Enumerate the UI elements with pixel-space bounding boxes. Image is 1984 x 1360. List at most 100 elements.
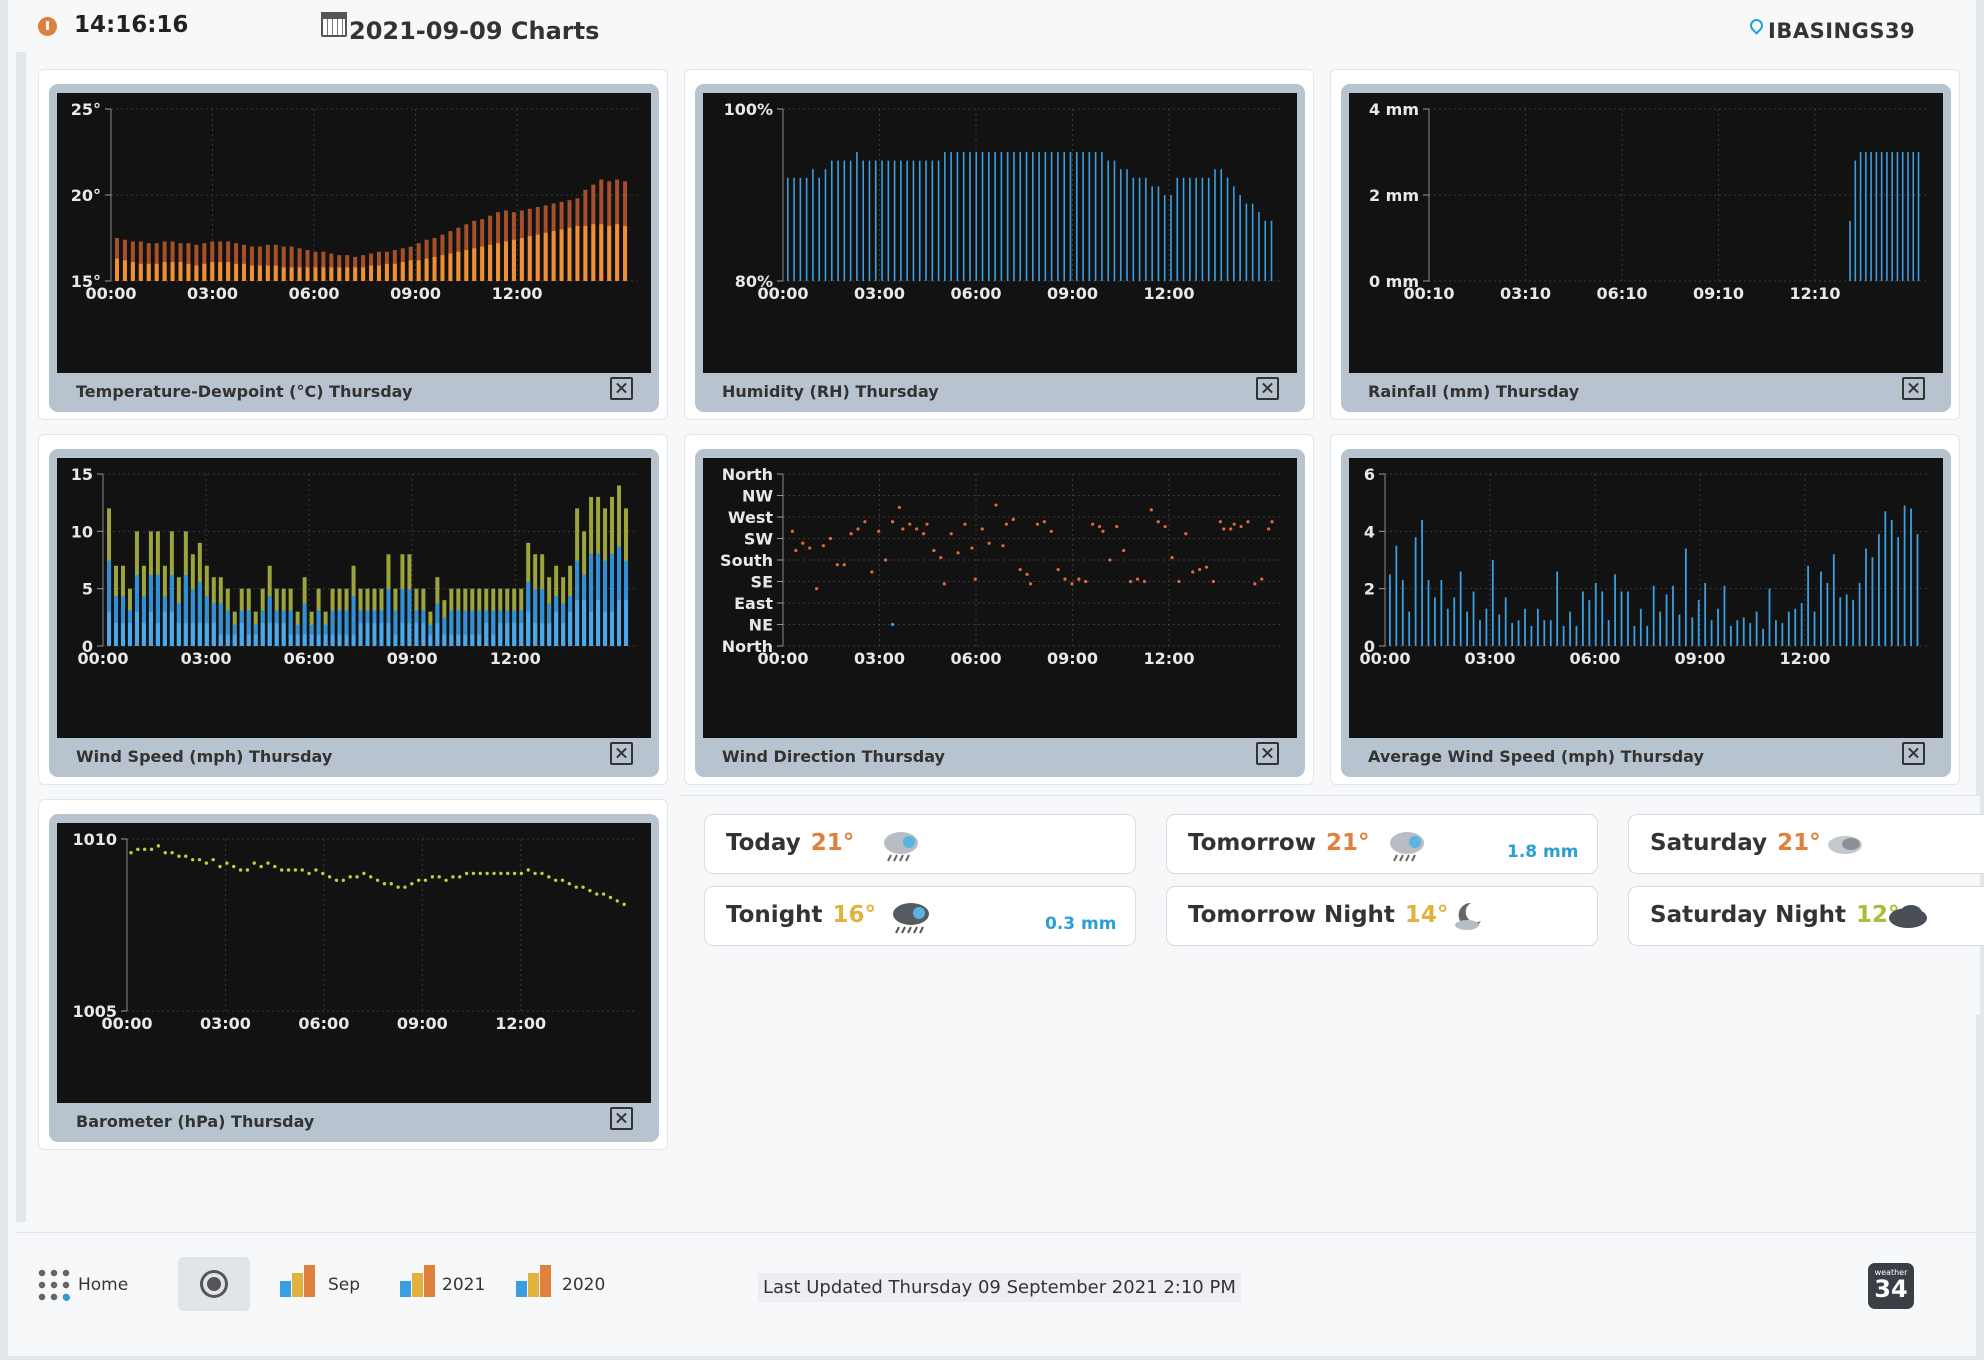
expand-icon[interactable] — [610, 1107, 633, 1130]
x-tick-label: 09:00 — [1675, 649, 1726, 668]
avg-wind-bar — [1755, 611, 1758, 646]
wind-bar — [561, 623, 566, 646]
alert-icon[interactable] — [38, 17, 57, 36]
station-id[interactable]: IBASINGS39 — [1768, 19, 1916, 43]
dewpoint-bar — [273, 265, 278, 281]
bar-chart-icon[interactable] — [400, 1263, 438, 1297]
humidity-bar — [1233, 186, 1235, 281]
x-tick-label: 06:00 — [284, 649, 335, 668]
forecast-saturday[interactable]: Saturday 21° — [1628, 814, 1984, 874]
dewpoint-bar — [376, 265, 381, 281]
home-link[interactable]: Home — [78, 1275, 129, 1295]
temperature-bar — [146, 243, 151, 281]
forecast-tomorrow[interactable]: Tomorrow 21° 1.8 mm — [1166, 814, 1598, 874]
wind-bar — [498, 623, 503, 646]
expand-icon[interactable] — [1902, 377, 1925, 400]
pressure-point — [615, 899, 620, 903]
direction-point — [1184, 532, 1188, 536]
wind-bar — [540, 623, 545, 646]
humidity-bar — [1088, 152, 1091, 281]
pressure-point — [410, 882, 414, 886]
y-tick-label: 100% — [724, 100, 773, 119]
x-tick-label: 03:00 — [200, 1014, 251, 1033]
humidity-bar — [975, 152, 978, 281]
direction-point — [1025, 572, 1029, 576]
dewpoint-bar — [146, 263, 151, 281]
wind-bar — [386, 623, 391, 646]
y-tick-label: 80% — [735, 272, 773, 291]
pressure-point — [184, 854, 188, 858]
humidity-bar — [994, 152, 996, 281]
pressure-point — [492, 871, 496, 876]
forecast-rain: 1.8 mm — [1507, 842, 1579, 862]
expand-icon[interactable] — [610, 742, 633, 765]
pressure-point — [581, 885, 585, 889]
humidity-bar — [1006, 152, 1009, 281]
pressure-point — [156, 844, 161, 848]
avg-wind-bar — [1627, 591, 1629, 646]
page-title: 2021-09-09 Charts — [349, 17, 600, 45]
dewpoint-bar — [503, 241, 508, 281]
pressure-point — [430, 875, 435, 879]
rain-bar — [1907, 152, 1909, 281]
direction-point — [1198, 567, 1202, 572]
chart-caption: Wind Speed (mph) Thursday — [76, 747, 333, 766]
humidity-bar — [1176, 177, 1179, 281]
wind-bar — [134, 574, 139, 646]
humidity-bar — [925, 160, 927, 281]
rain-bar — [1917, 152, 1920, 281]
calendar-icon[interactable] — [321, 12, 347, 37]
humidity-bar — [1239, 195, 1241, 281]
pressure-point — [471, 871, 476, 876]
rainfall-module: 4 mm 2 mm 0 mm 00:10 03:10 06:10 09:10 12:10 Ra… — [1330, 69, 1960, 420]
pressure-point — [218, 864, 222, 869]
humidity-bar — [1038, 152, 1040, 281]
forecast-today[interactable]: Today 21° — [704, 814, 1136, 874]
humidity-bar — [1044, 152, 1047, 281]
year-2021-link[interactable]: 2021 — [442, 1275, 486, 1295]
weather34-logo[interactable]: weather 34 — [1868, 1263, 1914, 1309]
expand-icon[interactable] — [1902, 742, 1925, 765]
pressure-point — [444, 878, 448, 882]
rain-bar — [1912, 152, 1915, 281]
forecast-saturday-night[interactable]: Saturday Night 12° — [1628, 886, 1984, 946]
dewpoint-bar — [202, 263, 207, 281]
pressure-point — [533, 871, 537, 876]
wind-bar — [120, 596, 125, 646]
forecast-tonight[interactable]: Tonight 16° 0.3 mm — [704, 886, 1136, 946]
expand-icon[interactable] — [1256, 377, 1279, 400]
sep-link[interactable]: Sep — [328, 1275, 361, 1295]
wind-bar — [260, 623, 265, 646]
forecast-temp: 21° — [1325, 830, 1370, 856]
pressure-point — [526, 868, 530, 872]
wind-bar — [190, 623, 195, 646]
forecast-tomorrow-night[interactable]: Tomorrow Night 14° — [1166, 886, 1598, 946]
x-tick-label: 09:00 — [397, 1014, 448, 1033]
year-2020-link[interactable]: 2020 — [562, 1275, 606, 1295]
expand-icon[interactable] — [1256, 742, 1279, 765]
wind-direction-module: North NW West SW South SE East NE North 00:00 03:0… — [684, 434, 1314, 785]
pressure-point — [478, 871, 483, 876]
expand-icon[interactable] — [610, 377, 633, 400]
wind-bar — [330, 610, 335, 646]
bar-chart-icon[interactable] — [280, 1263, 318, 1297]
wind-bar — [218, 634, 223, 646]
avg-wind-bar — [1646, 625, 1649, 646]
wind-bar — [554, 611, 559, 646]
humidity-bar — [1025, 152, 1028, 281]
y-tick-label: 4 — [1364, 522, 1375, 541]
humidity-bar — [912, 160, 915, 281]
pressure-point — [355, 875, 359, 879]
bar-chart-icon[interactable] — [516, 1263, 554, 1297]
direction-point — [1097, 524, 1102, 529]
home-grid-icon[interactable] — [36, 1267, 72, 1303]
direction-point — [932, 548, 936, 553]
sun-toggle-button[interactable] — [178, 1257, 250, 1311]
avg-wind-bar — [1903, 505, 1906, 646]
wind-bar — [407, 623, 412, 646]
temperature-bar — [226, 241, 231, 281]
wind-bar — [288, 610, 293, 646]
direction-point — [1063, 577, 1067, 581]
y-tick-label: 20° — [71, 186, 101, 205]
